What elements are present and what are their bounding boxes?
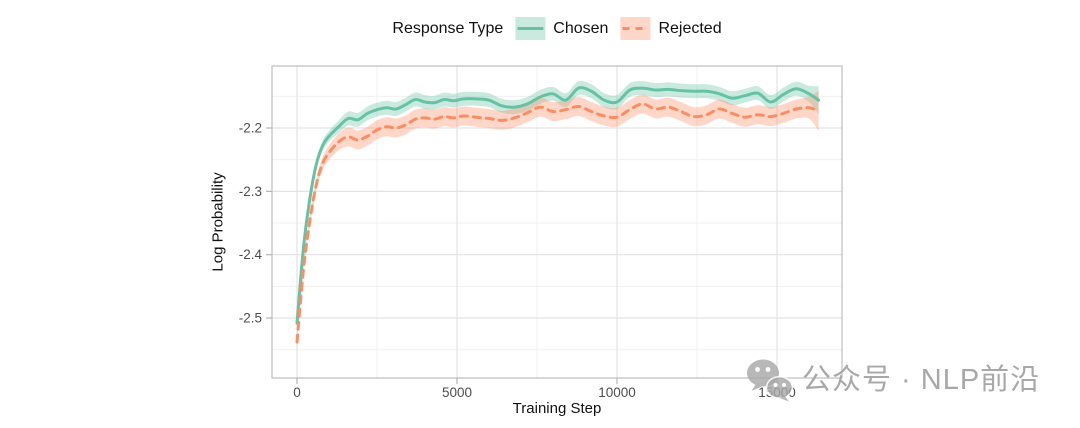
legend-title: Response Type	[392, 19, 504, 37]
x-axis-title: Training Step	[512, 400, 602, 417]
dashed-line-icon	[622, 27, 649, 30]
svg-text:-2.3: -2.3	[239, 184, 262, 199]
svg-text:5000: 5000	[442, 385, 472, 400]
svg-text:-2.4: -2.4	[239, 247, 263, 262]
legend-item-rejected: Rejected	[620, 17, 722, 40]
legend-item-chosen: Chosen	[515, 17, 608, 40]
svg-text:-2.2: -2.2	[239, 121, 262, 136]
watermark-text: 公众号 · NLP前沿	[802, 364, 1041, 396]
svg-text:-2.5: -2.5	[239, 311, 262, 326]
solid-line-icon	[517, 27, 544, 30]
legend-label-rejected: Rejected	[658, 19, 722, 37]
y-axis-title: Log Probability	[209, 172, 227, 272]
svg-text:0: 0	[293, 385, 301, 400]
chart-legend: Response Type Chosen Rejected	[392, 17, 722, 40]
rejected-line-swatch-icon	[620, 17, 651, 40]
svg-text:10000: 10000	[598, 385, 636, 400]
chosen-line-swatch-icon	[515, 17, 546, 40]
legend-label-chosen: Chosen	[553, 19, 609, 37]
wechat-icon	[747, 359, 794, 402]
watermark: 公众号 · NLP前沿	[746, 358, 1040, 402]
